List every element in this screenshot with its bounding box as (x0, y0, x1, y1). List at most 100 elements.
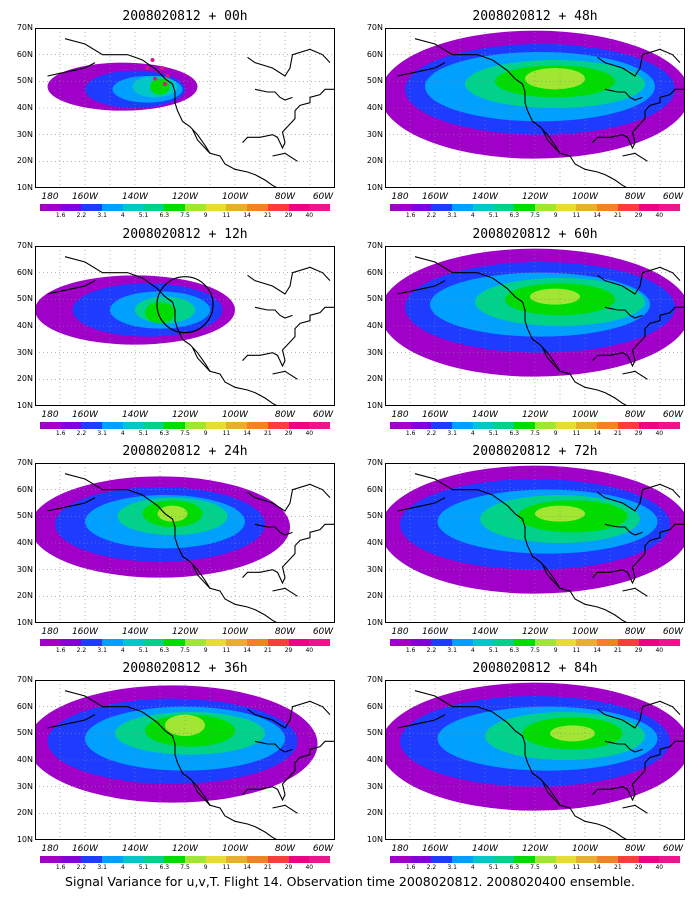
colorbar-swatch (493, 422, 515, 429)
latitude-label: 70N (366, 23, 383, 32)
colorbar-label: 14 (243, 212, 251, 219)
coastline (254, 88, 293, 101)
latitude-label: 40N (16, 755, 33, 764)
latitude-label: 30N (16, 781, 33, 791)
latitude-label: 40N (366, 538, 383, 547)
colorbar-label: 11 (572, 647, 581, 654)
latitude-label: 40N (16, 103, 33, 112)
panel-title: 2008020812 + 12h (122, 227, 248, 242)
colorbar-label: 21 (614, 212, 622, 219)
colorbar-label: 5.1 (138, 647, 149, 654)
colorbar-label: 9 (553, 864, 558, 871)
colorbar-label: 14 (243, 864, 251, 871)
colorbar-label: 2.2 (76, 212, 87, 219)
colorbar-swatch (390, 422, 411, 429)
colorbar-swatch (390, 204, 411, 211)
map-frame (35, 680, 335, 840)
longitude-label: 140W (121, 627, 149, 637)
colorbar-swatch (267, 639, 289, 646)
colorbar-swatch (410, 639, 432, 646)
colorbar-swatch (638, 856, 660, 863)
coastline (47, 497, 96, 512)
colorbar-swatch (452, 422, 473, 429)
colorbar-swatch (659, 856, 681, 863)
colorbar-swatch (617, 422, 639, 429)
latitude-label: 10N (16, 618, 33, 627)
colorbar-label: 6.3 (159, 864, 170, 871)
latitude-label: 10N (366, 401, 383, 410)
longitude-label: 60W (312, 410, 334, 420)
colorbar-label: 9 (203, 430, 208, 437)
colorbar-swatch (185, 639, 206, 646)
latitude-label: 60N (16, 49, 33, 59)
latitude-label: 10N (16, 835, 33, 844)
colorbar-swatch (659, 422, 681, 429)
panel-title: 2008020812 + 84h (472, 661, 598, 676)
colorbar-swatch (617, 204, 639, 211)
colorbar-label: 6.3 (509, 212, 520, 219)
longitude-label: 120W (521, 192, 549, 202)
latitude-label: 20N (16, 156, 33, 166)
variance-shading (525, 68, 585, 90)
map-plot-area (385, 463, 685, 623)
coastline (622, 152, 648, 162)
colorbar-swatch (102, 639, 123, 646)
colorbar-label: 5.1 (488, 430, 499, 437)
colorbar-label: 40 (305, 647, 314, 654)
colorbar-swatch (247, 422, 268, 429)
colorbar-label: 14 (593, 864, 601, 871)
longitude-label: 140W (471, 410, 499, 420)
colorbar-label: 40 (655, 864, 664, 871)
latitude-label: 40N (16, 538, 33, 547)
colorbar-swatch (659, 639, 681, 646)
colorbar-label: 29 (634, 647, 643, 654)
longitude-label: 180 (391, 192, 409, 202)
colorbar-swatch (122, 856, 144, 863)
colorbar-swatch (247, 639, 268, 646)
variance-map (35, 680, 335, 840)
map-frame (35, 246, 335, 406)
colorbar-swatch (164, 204, 186, 211)
colorbar-label: 14 (593, 212, 601, 219)
latitude-label: 50N (366, 76, 383, 86)
longitude-label: 60W (662, 844, 684, 854)
colorbar-swatch (493, 639, 515, 646)
latitude-label: 10N (16, 183, 33, 192)
colorbar-label: 11 (222, 430, 231, 437)
coastline (192, 129, 211, 154)
coastline (597, 48, 681, 77)
longitude-label: 80W (274, 627, 296, 637)
longitude-label: 60W (312, 844, 334, 854)
coastline (64, 690, 278, 840)
colorbar-swatch (410, 204, 432, 211)
colorbar-swatch (638, 639, 660, 646)
colorbar-swatch (514, 422, 536, 429)
colorbar-label: 6.3 (159, 212, 170, 219)
colorbar-label: 4 (470, 864, 475, 871)
colorbar-label: 3.1 (97, 864, 107, 871)
colorbar-label: 29 (284, 647, 293, 654)
panel-title: 2008020812 + 48h (472, 9, 598, 24)
longitude-label: 180 (391, 410, 409, 420)
longitude-label: 120W (171, 627, 199, 637)
coastline (542, 564, 561, 589)
latitude-label: 50N (366, 511, 383, 521)
colorbar-swatch (576, 639, 598, 646)
coastline (604, 88, 643, 101)
coastline (414, 690, 628, 840)
colorbar-swatch (410, 422, 432, 429)
colorbar-label: 7.5 (180, 430, 190, 437)
colorbar-label: 29 (634, 212, 643, 219)
colorbar-label: 7.5 (180, 212, 190, 219)
coastline (47, 714, 96, 729)
coastline (622, 370, 648, 380)
coastline (397, 62, 446, 77)
longitude-label: 80W (274, 410, 296, 420)
colorbar (40, 856, 331, 863)
latitude-label: 50N (16, 728, 33, 738)
colorbar-swatch (164, 856, 186, 863)
colorbar-label: 40 (655, 430, 664, 437)
colorbar-swatch (226, 639, 248, 646)
colorbar-label: 2.2 (426, 212, 437, 219)
colorbar-label: 2.2 (76, 864, 87, 871)
